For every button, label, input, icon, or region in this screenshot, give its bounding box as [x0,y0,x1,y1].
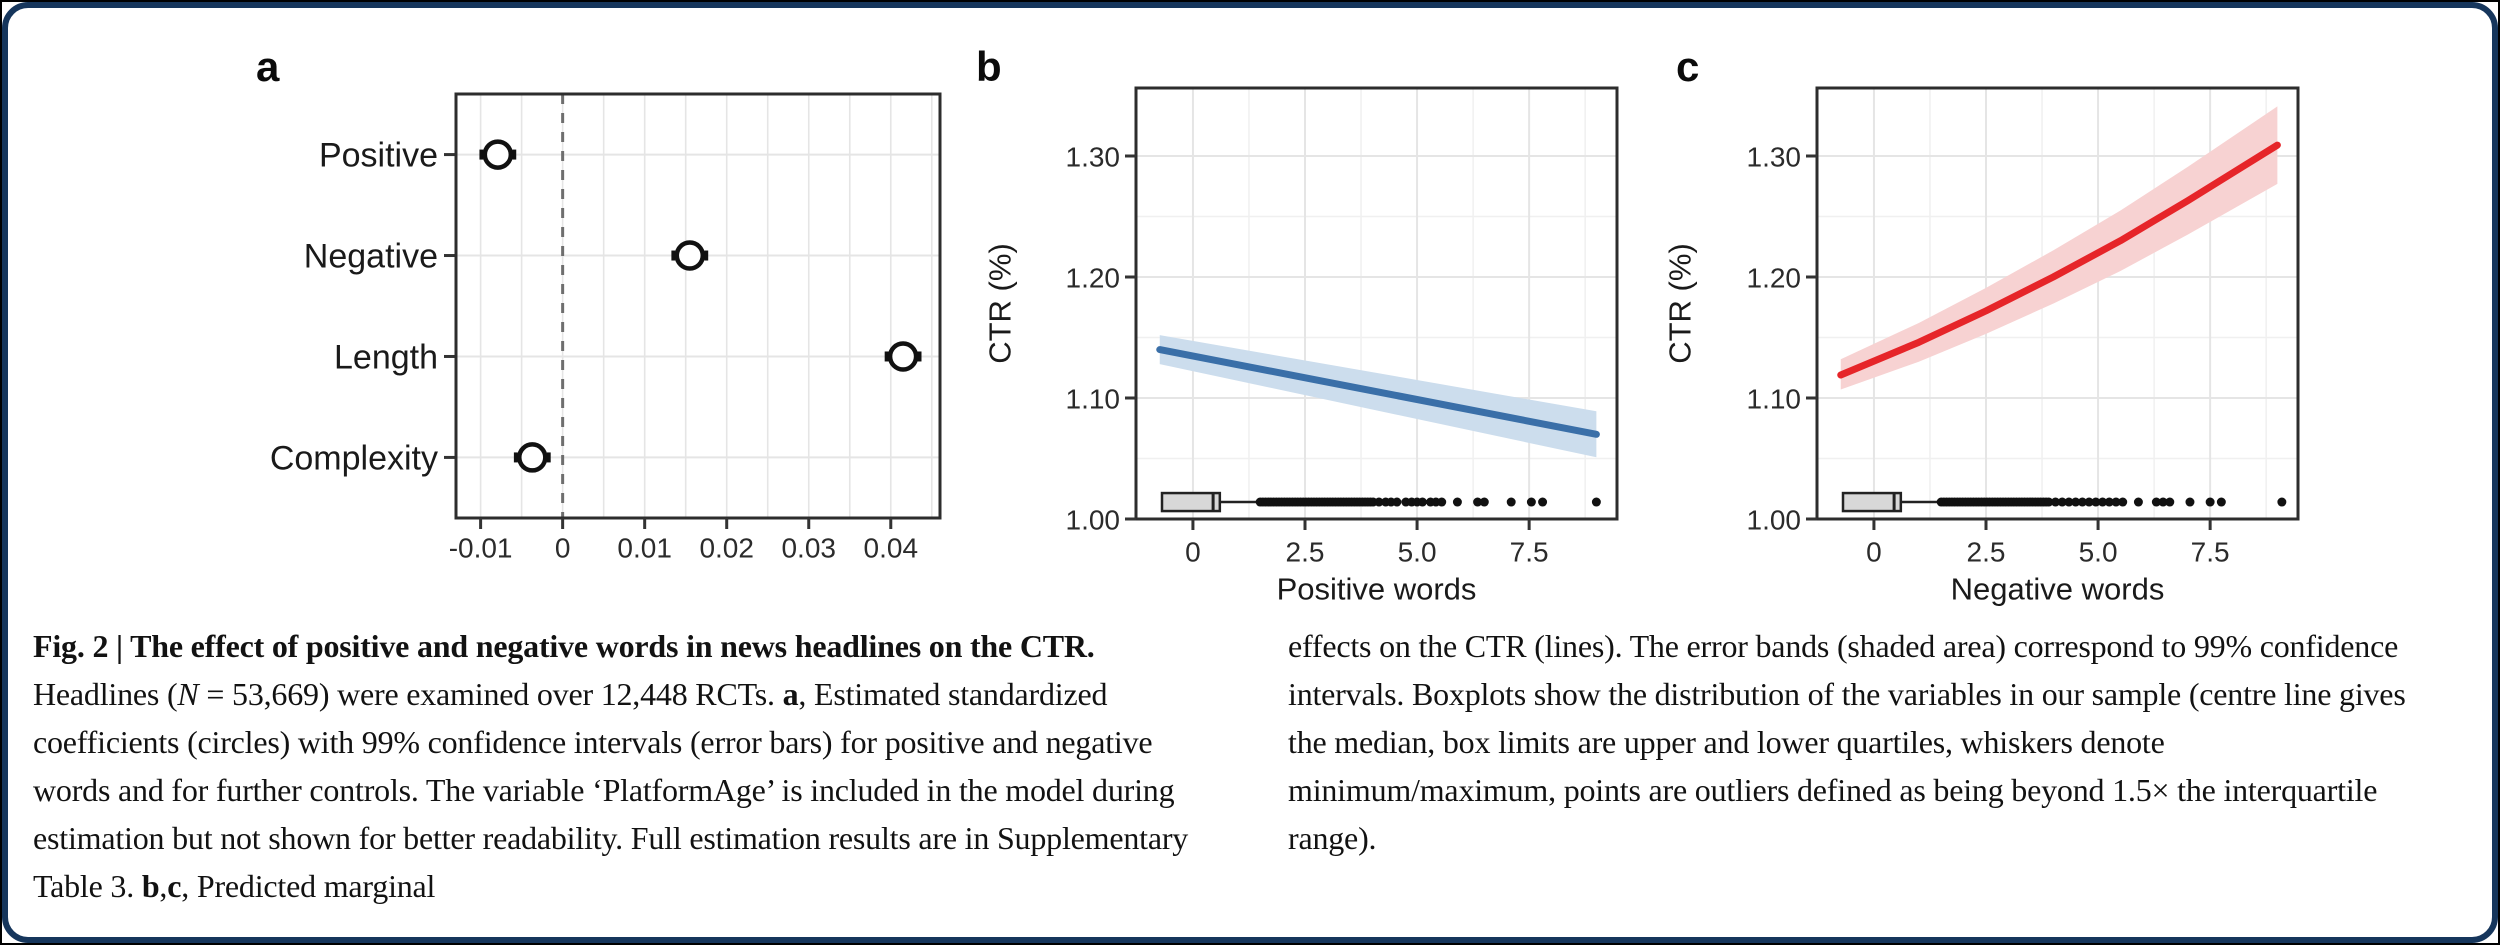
panel-b-letter: b [976,43,1002,90]
panel-c-negative-words-chart: 0 2.5 5.0 7.5 1.00 1.10 1.20 1.30 Negative words… [1663,86,2300,607]
category-label: Negative [304,238,438,276]
x-tick-label: 0.02 [699,533,754,564]
x-tick-label: 5.0 [2079,537,2118,568]
boxplot-outlier-point [2057,497,2067,507]
coefficient-point [517,442,548,473]
x-tick-label: 7.5 [1510,537,1549,568]
y-tick-label: 1.00 [1066,505,1121,536]
panel-a-letter: a [256,43,280,90]
caption-text-segment: , [159,868,168,904]
boxplot-outlier-point [1452,497,1462,507]
caption-text-segment: = 53,669) were examined over 12,448 RCTs… [198,676,783,712]
boxplot-outlier-point [1374,497,1384,507]
y-axis-label: CTR (%) [983,243,1018,364]
boxplot-outlier-point [1591,497,1601,507]
plot-frame [1134,86,1619,521]
boxplot-outlier-point [1479,497,1489,507]
x-tick-label: 7.5 [2191,537,2230,568]
boxplot-outlier-point [2185,497,2195,507]
boxplot-outlier-point [2151,497,2161,507]
boxplot-outlier-point [2050,497,2060,507]
x-tick-label: 0.01 [617,533,672,564]
boxplot-outlier-point [1506,497,1516,507]
caption-text-segment: N [177,676,199,712]
caption-text-segment: Fig. 2 | The effect of positive and nega… [33,628,1095,664]
plot-frame [1815,86,2300,521]
x-axis-label: Negative words [1951,572,2165,607]
caption-right-column: effects on the CTR (lines). The error ba… [1288,622,2413,862]
x-tick-label: 0 [555,533,571,564]
boxplot-outlier-point [2158,497,2168,507]
boxplot-outlier-point [1473,497,1483,507]
x-tick-label: 0 [1866,537,1882,568]
panel-c-letter: c [1676,43,1700,90]
y-axis-label: CTR (%) [1663,243,1698,364]
coefficient-point [482,139,514,170]
x-axis-label: Positive words [1277,572,1477,607]
boxplot-outlier-point [2071,497,2081,507]
coefficient-point [674,240,706,271]
boxplot-outlier-point [1392,497,1402,507]
boxplot-outlier-point [2091,497,2101,507]
category-label: Complexity [270,439,438,477]
x-tick-label: 5.0 [1398,537,1437,568]
category-label: Positive [319,137,438,175]
y-tick-label: 1.10 [1066,384,1121,415]
boxplot-outlier-point [2064,497,2074,507]
x-tick-label: 2.5 [1967,537,2006,568]
regression-line [1156,346,1600,438]
boxplot-outlier-point [1538,497,1548,507]
caption-text-segment: Headlines ( [33,676,178,712]
boxplot-outlier-point [2077,497,2087,507]
y-tick-label: 1.30 [1066,142,1121,173]
coefficient-point [887,341,919,372]
panel-a-coefficient-chart: Positive Negative Length Complexity -0.01 0 0.… [270,92,942,564]
caption-text-segment: a [782,676,799,712]
boxplot-outlier-point [2044,497,2054,507]
boxplot-box [1160,491,1222,513]
caption-text-segment: c [167,868,182,904]
boxplot-outlier-point [2216,497,2226,507]
confidence-band [1840,106,2278,390]
caption-left-column: Fig. 2 | The effect of positive and nega… [33,622,1218,910]
boxplot-outlier-point [1526,497,1536,507]
panel-b-positive-words-chart: 0 2.5 5.0 7.5 1.00 1.10 1.20 1.30 Positive words… [983,86,1619,607]
x-tick-label: 0.04 [864,533,919,564]
plot-background [1136,88,1617,519]
caption-text-segment: effects on the CTR (lines). The error ba… [1288,628,2406,856]
boxplot-outlier-point [2205,497,2215,507]
y-tick-label: 1.20 [1066,263,1121,294]
y-tick-label: 1.00 [1747,505,1802,536]
boxplot-outlier-point [2104,497,2114,507]
x-tick-label: 2.5 [1286,537,1325,568]
caption-text-segment: , Estimated standardized coefficients (c… [33,676,1189,904]
boxplot-outlier-point [2165,497,2175,507]
boxplot-outlier-point [2111,497,2121,507]
boxplot-outlier-point [1417,497,1427,507]
caption-text-segment: b [141,868,160,904]
boxplot-outlier-point [2118,497,2128,507]
boxplot-outlier-point [1437,497,1447,507]
caption-text-segment: , Predicted marginal [181,868,436,904]
boxplot-box [1841,491,1903,513]
category-label: Length [334,338,438,376]
x-tick-label: 0 [1185,537,1201,568]
y-tick-label: 1.30 [1747,142,1802,173]
boxplot-outlier-point [2098,497,2108,507]
x-tick-label: -0.01 [449,533,513,564]
x-tick-label: 0.03 [781,533,836,564]
y-tick-label: 1.10 [1747,384,1802,415]
plot-frame [454,92,942,520]
boxplot-outlier-point [2084,497,2094,507]
confidence-band [1159,335,1597,458]
y-tick-label: 1.20 [1747,263,1802,294]
boxplot-outlier-point [2133,497,2143,507]
boxplot-outlier-point [2277,497,2287,507]
regression-line [1837,141,2281,379]
